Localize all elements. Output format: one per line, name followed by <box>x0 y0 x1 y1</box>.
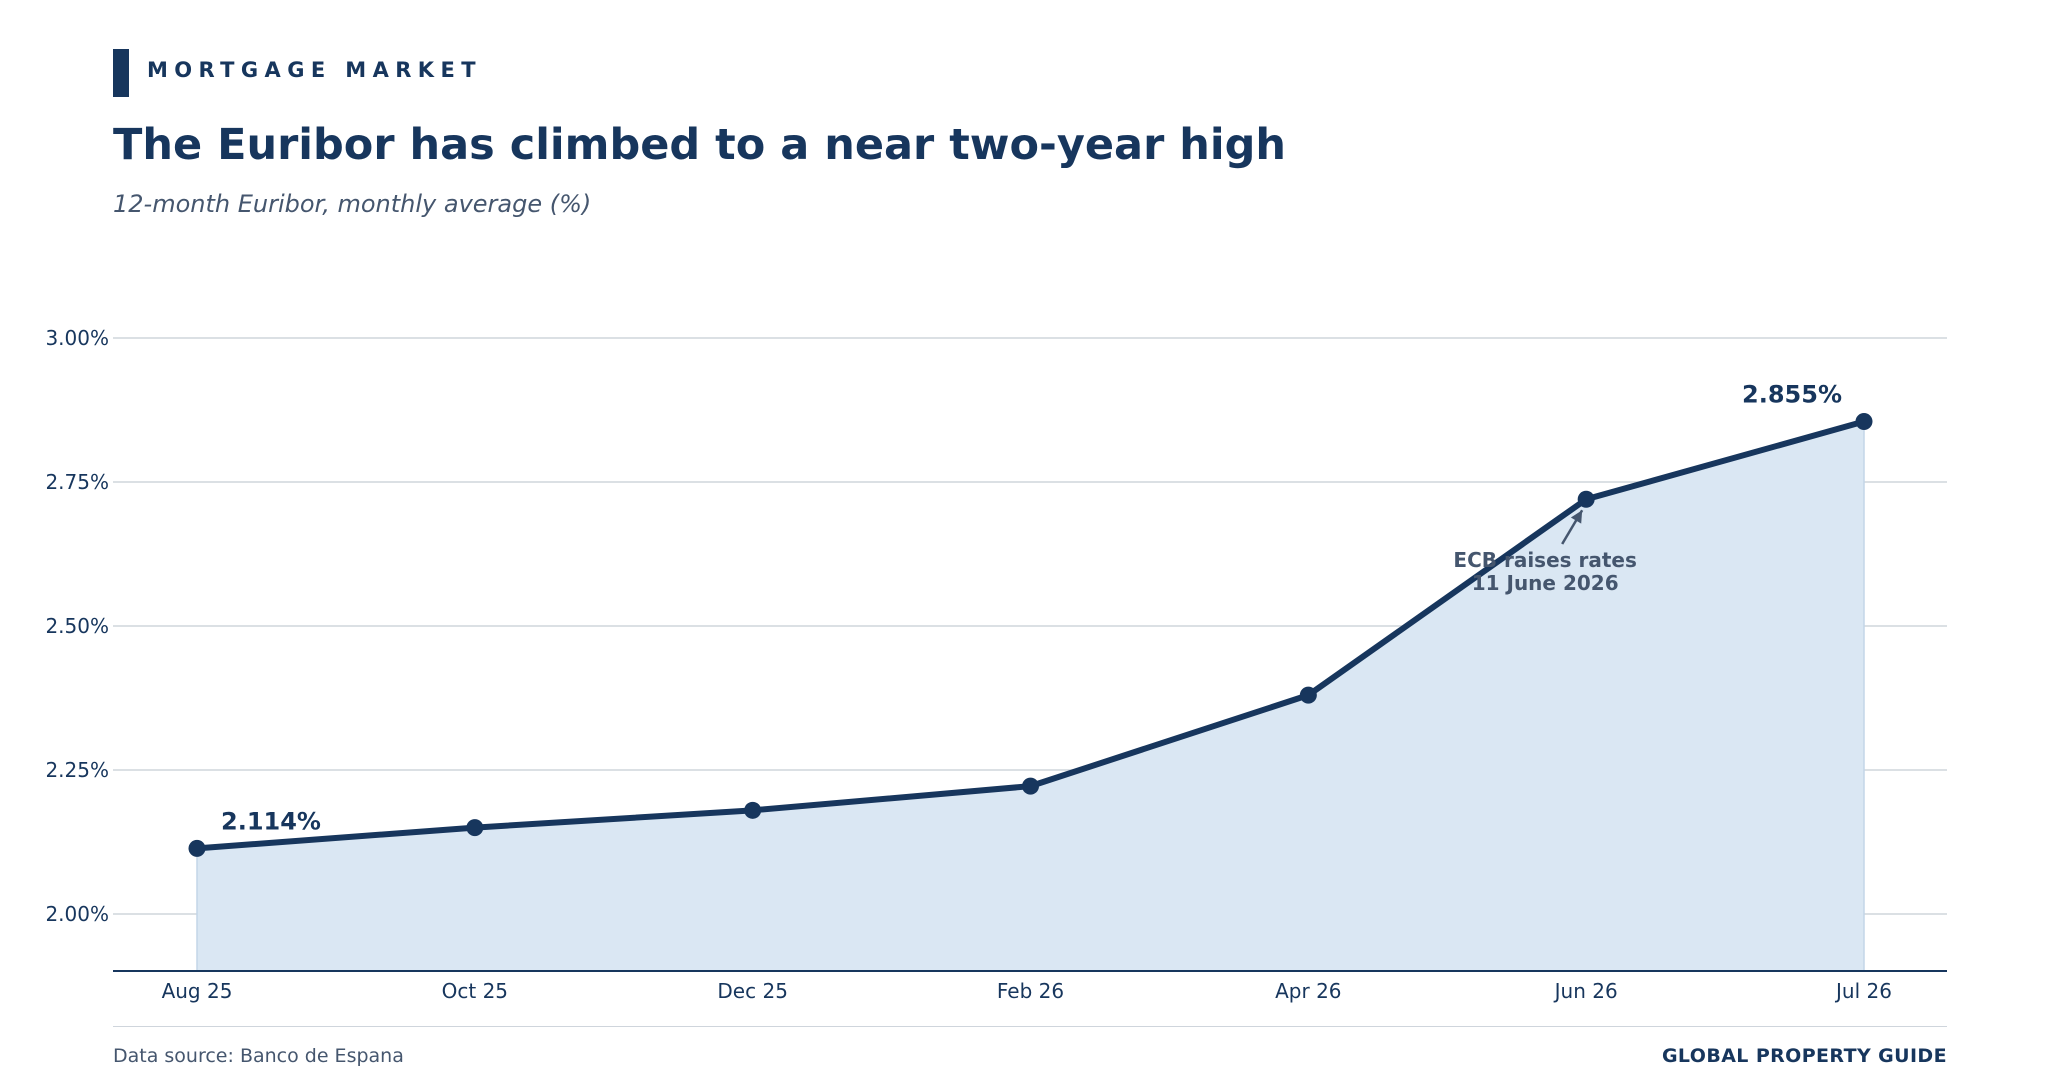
y-tick-label: 3.00% <box>45 326 109 350</box>
y-tick-label: 2.50% <box>45 614 109 638</box>
y-tick-label: 2.00% <box>45 902 109 926</box>
annotation-arrowhead <box>1570 510 1583 524</box>
section-kicker: MORTGAGE MARKET <box>147 58 482 82</box>
x-tick-label: Dec 25 <box>717 979 788 1003</box>
data-point <box>1022 777 1039 795</box>
data-point <box>466 819 484 837</box>
brand-name: GLOBAL PROPERTY GUIDE <box>1661 1045 1947 1067</box>
chart-title: The Euribor has climbed to a near two-ye… <box>113 120 1286 170</box>
x-tick-label: Apr 26 <box>1275 979 1341 1003</box>
data-label: 2.114% <box>221 807 321 835</box>
data-point <box>744 801 762 819</box>
data-point <box>1299 686 1317 704</box>
annotation-text: ECB raises rates <box>1453 548 1637 572</box>
data-source: Data source: Banco de Espana <box>113 1045 404 1067</box>
data-point <box>1855 413 1873 431</box>
chart-subtitle: 12-month Euribor, monthly average (%) <box>113 190 592 218</box>
x-tick-label: Aug 25 <box>162 979 233 1003</box>
y-tick-label: 2.25% <box>45 758 109 782</box>
x-tick-label: Oct 25 <box>442 979 508 1003</box>
data-point <box>1577 490 1595 508</box>
data-label: 2.855% <box>1742 381 1842 409</box>
area-fill <box>196 420 1865 972</box>
y-tick-label: 2.75% <box>45 470 109 494</box>
data-point <box>188 839 206 857</box>
x-tick-label: Feb 26 <box>997 979 1064 1003</box>
x-tick-label: Jun 26 <box>1553 979 1618 1003</box>
x-tick-label: Jul 26 <box>1834 979 1892 1003</box>
footer-divider <box>113 1026 1947 1027</box>
annotation-text: 11 June 2026 <box>1472 571 1619 595</box>
kicker-accent-bar <box>113 49 129 97</box>
